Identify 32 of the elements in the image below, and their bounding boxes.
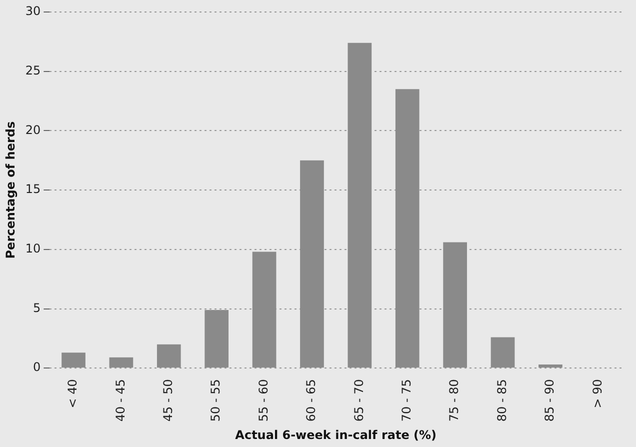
bar xyxy=(109,357,134,368)
bar xyxy=(443,242,467,368)
x-tick-label: 60 - 65 xyxy=(304,379,318,422)
x-tick-label: > 90 xyxy=(590,379,604,408)
bar xyxy=(300,160,324,368)
x-tick-label: < 40 xyxy=(66,379,80,408)
bar xyxy=(62,352,86,368)
x-tick-label: 85 - 90 xyxy=(542,379,557,422)
bar xyxy=(252,252,276,368)
y-tick-label: 10 xyxy=(25,242,41,256)
x-tick-label: 55 - 60 xyxy=(256,379,270,422)
bar xyxy=(395,89,420,368)
x-tick-label: 40 - 45 xyxy=(113,379,128,422)
x-tick-label: 50 - 55 xyxy=(208,379,223,422)
y-tick-label: 30 xyxy=(25,4,41,18)
bar xyxy=(156,344,181,368)
x-tick-label: 45 - 50 xyxy=(161,379,176,422)
x-tick-label: 75 - 80 xyxy=(447,379,462,422)
x-axis-title: Actual 6-week in-calf rate (%) xyxy=(235,428,437,442)
bar xyxy=(490,337,515,368)
y-tick-label: 0 xyxy=(33,360,41,374)
y-axis-title: Percentage of herds xyxy=(3,121,18,259)
x-tick-label: 70 - 75 xyxy=(400,379,414,422)
bar xyxy=(204,310,229,368)
x-tick-label: 65 - 70 xyxy=(352,379,366,422)
y-tick-label: 15 xyxy=(25,182,41,196)
y-tick-label: 5 xyxy=(33,300,41,315)
bar xyxy=(348,42,372,368)
y-tick-label: 25 xyxy=(25,63,41,78)
y-tick-label: 20 xyxy=(25,122,41,137)
x-tick-label: 80 - 85 xyxy=(494,379,509,422)
bar xyxy=(538,364,562,368)
